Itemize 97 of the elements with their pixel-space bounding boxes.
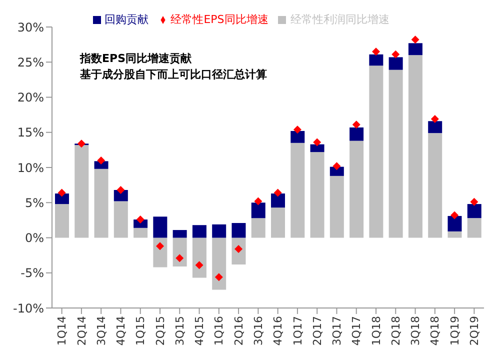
y-tick-label: 10% xyxy=(17,160,44,175)
text: 指数EPS同比增速贡献 xyxy=(79,52,192,65)
bar xyxy=(271,208,285,238)
bar xyxy=(330,166,344,176)
x-tick-label: 2Q18 xyxy=(389,316,402,346)
point xyxy=(470,198,478,206)
bar xyxy=(350,140,364,238)
x-tick-label: 1Q16 xyxy=(212,316,226,346)
x-tick-label: 4Q15 xyxy=(193,316,206,346)
bar xyxy=(310,152,324,238)
point xyxy=(214,273,223,282)
point xyxy=(392,50,400,58)
point xyxy=(352,120,360,129)
bar xyxy=(212,224,226,238)
y-tick-label: 0% xyxy=(24,231,44,246)
x-tick-label: 1Q19 xyxy=(448,316,462,346)
point xyxy=(313,138,322,146)
bar xyxy=(310,144,324,152)
bar xyxy=(114,201,128,238)
bar xyxy=(172,230,187,238)
point xyxy=(136,215,144,224)
x-tick-label: 2Q19 xyxy=(468,316,481,346)
y-tick-label: 5% xyxy=(24,196,44,210)
bar xyxy=(448,231,462,238)
x-tick-label: 2Q14 xyxy=(75,316,88,346)
legend-label: 经常性利润同比增速 xyxy=(290,13,390,26)
x-tick-label: 2Q15 xyxy=(154,316,167,346)
bar xyxy=(408,43,422,56)
legend-label: 经常性EPS同比增速 xyxy=(170,13,268,26)
point xyxy=(195,261,204,270)
x-tick-label: 4Q18 xyxy=(428,316,442,346)
point xyxy=(176,254,184,262)
x-tick-label: 4Q16 xyxy=(272,316,285,346)
bar xyxy=(94,168,108,238)
x-tick-label: 2Q16 xyxy=(232,316,246,346)
bar xyxy=(388,70,403,238)
bar xyxy=(428,133,442,238)
bar xyxy=(251,202,266,218)
bar xyxy=(408,55,422,238)
x-tick-label: 3Q16 xyxy=(252,316,265,346)
x-tick-label: 3Q15 xyxy=(173,316,186,346)
x-tick-label: 2Q17 xyxy=(310,316,324,346)
bar xyxy=(251,218,266,238)
point xyxy=(332,162,341,170)
x-tick-label: 1Q15 xyxy=(134,316,148,346)
y-tick-label: -5% xyxy=(20,266,44,280)
point xyxy=(411,36,420,44)
bar xyxy=(467,218,482,238)
x-tick-label: 3Q14 xyxy=(94,316,108,346)
bar xyxy=(153,238,168,268)
bar xyxy=(134,228,148,238)
point xyxy=(372,48,380,56)
bar xyxy=(428,121,442,134)
bar xyxy=(55,193,69,204)
bar xyxy=(192,238,206,278)
text: 基于成分股自下而上可比口径汇总计算 xyxy=(79,68,267,81)
bar xyxy=(212,238,226,290)
bar xyxy=(271,193,285,208)
bar xyxy=(330,176,344,238)
x-tick-label: 4Q17 xyxy=(350,316,364,346)
y-tick-label: 20% xyxy=(17,90,44,105)
legend-label: 回购贡献 xyxy=(104,13,149,26)
point xyxy=(254,197,262,206)
x-tick-label: 1Q14 xyxy=(56,316,69,346)
y-tick-label: 15% xyxy=(17,126,44,140)
point xyxy=(77,140,86,148)
bar xyxy=(467,204,482,218)
bar xyxy=(232,223,246,238)
y-tick-label: -10% xyxy=(12,301,44,316)
point xyxy=(156,242,164,250)
x-tick-label: 3Q17 xyxy=(330,316,344,346)
bar xyxy=(74,145,89,238)
x-tick-label: 1Q18 xyxy=(370,316,383,346)
point xyxy=(293,126,302,134)
x-tick-label: 1Q17 xyxy=(291,316,304,346)
bar xyxy=(55,204,69,238)
bar xyxy=(290,130,305,143)
bar xyxy=(192,225,206,238)
bar xyxy=(350,127,364,141)
bar xyxy=(290,142,305,238)
x-tick-label: 3Q18 xyxy=(409,316,422,346)
point xyxy=(116,186,125,194)
y-tick-label: 30% xyxy=(17,20,44,34)
point xyxy=(274,188,282,197)
y-tick-label: 25% xyxy=(17,55,44,70)
point xyxy=(97,156,106,164)
bar xyxy=(369,66,384,238)
bar xyxy=(388,57,403,70)
bar xyxy=(232,238,246,264)
bar xyxy=(448,216,462,232)
bar xyxy=(153,216,168,238)
point xyxy=(58,188,66,197)
x-tick-label: 4Q14 xyxy=(114,316,128,346)
point xyxy=(450,211,459,220)
bar xyxy=(172,238,187,267)
bar xyxy=(369,54,384,66)
point xyxy=(430,115,439,124)
